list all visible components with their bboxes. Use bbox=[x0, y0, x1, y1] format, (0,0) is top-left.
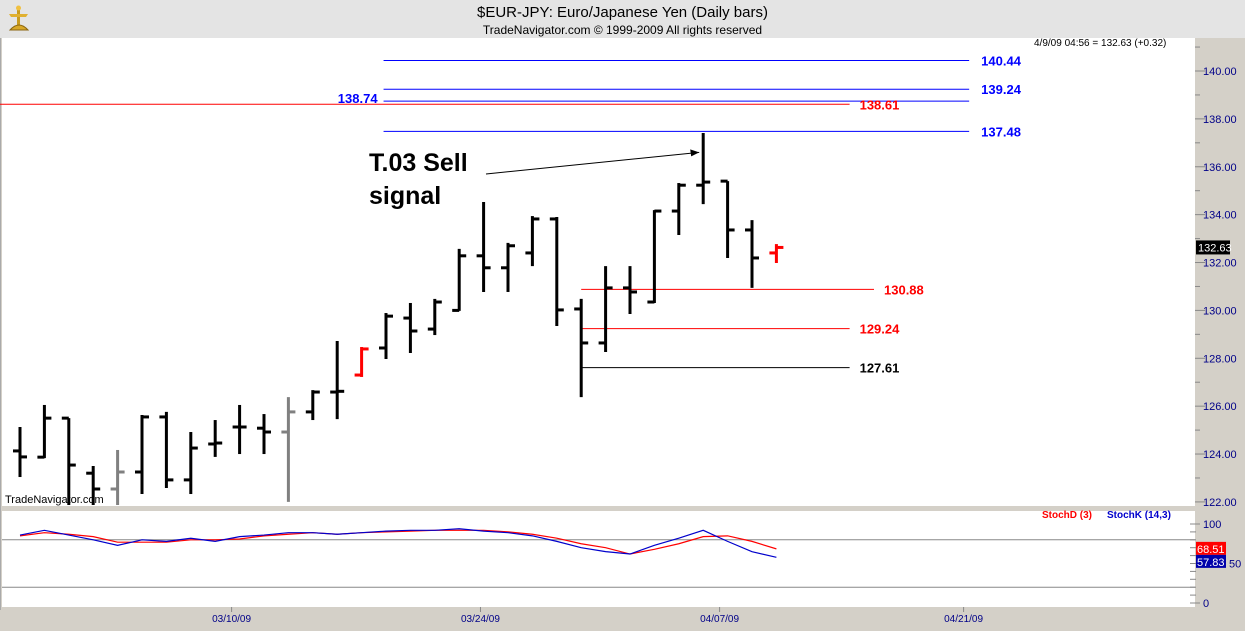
price-panel bbox=[2, 38, 1195, 506]
ohlc-bar bbox=[476, 201, 491, 292]
chart-title: $EUR-JPY: Euro/Japanese Yen (Daily bars) bbox=[477, 4, 768, 21]
ohlc-bar bbox=[281, 397, 296, 502]
level-label: 129.24 bbox=[860, 322, 901, 337]
y-tick-label: 130.00 bbox=[1203, 305, 1237, 317]
ohlc-bar bbox=[745, 220, 759, 288]
level-label: 138.61 bbox=[860, 97, 900, 112]
level-label: 139.24 bbox=[981, 82, 1022, 97]
ohlc-bar bbox=[257, 414, 271, 455]
x-tick-label: 03/10/09 bbox=[212, 614, 251, 625]
legend-stochk: StochK (14,3) bbox=[1107, 510, 1171, 521]
stoch-tick-label: 100 bbox=[1203, 519, 1221, 531]
ohlc-bar bbox=[305, 390, 320, 421]
stoch-value-box bbox=[1196, 554, 1226, 568]
x-tick-label: 03/24/09 bbox=[461, 614, 500, 625]
stoch-tick-label: 0 bbox=[1203, 598, 1209, 610]
ohlc-bar bbox=[37, 404, 52, 459]
ohlc-bar bbox=[86, 466, 101, 505]
y-tick-label: 122.00 bbox=[1203, 497, 1237, 509]
y-tick-label: 126.00 bbox=[1203, 401, 1237, 413]
x-tick-label: 04/07/09 bbox=[700, 614, 739, 625]
ohlc-bar bbox=[696, 133, 711, 205]
stoch-value-label: 57.83 bbox=[1197, 557, 1225, 569]
level-label: 127.61 bbox=[860, 361, 900, 376]
ohlc-bar bbox=[159, 411, 174, 489]
ohlc-bar bbox=[769, 244, 784, 263]
level-label: 140.44 bbox=[981, 53, 1022, 68]
chart-header: $EUR-JPY: Euro/Japanese Yen (Daily bars)… bbox=[0, 0, 1245, 38]
last-price-label: 132.63 bbox=[1198, 242, 1232, 254]
ohlc-bar bbox=[623, 266, 637, 314]
annotation-text-line2: signal bbox=[369, 182, 441, 210]
ohlc-bar bbox=[379, 313, 393, 359]
ohlc-bar bbox=[671, 183, 686, 235]
ohlc-bar bbox=[525, 216, 540, 267]
ohlc-bar bbox=[330, 341, 345, 420]
y-tick-label: 134.00 bbox=[1203, 210, 1237, 222]
level-label: 138.74 bbox=[338, 91, 379, 106]
arrow-head-icon bbox=[690, 149, 700, 157]
ohlc-bar bbox=[232, 404, 247, 455]
y-tick-label: 132.00 bbox=[1203, 258, 1237, 270]
y-tick-label: 138.00 bbox=[1203, 114, 1237, 126]
ohlc-bar bbox=[354, 347, 369, 377]
ohlc-bar bbox=[183, 432, 198, 495]
y-tick-label: 128.00 bbox=[1203, 353, 1237, 365]
stoch-line-k bbox=[19, 528, 777, 558]
ohlc-bar bbox=[574, 298, 589, 398]
ohlc-bar bbox=[427, 298, 442, 336]
ohlc-bar bbox=[403, 302, 418, 354]
ohlc-bar bbox=[549, 217, 564, 326]
chart-subtitle: TradeNavigator.com © 1999-2009 All right… bbox=[482, 23, 763, 37]
x-tick-label: 04/21/09 bbox=[944, 614, 983, 625]
ohlc-bar bbox=[13, 426, 27, 478]
last-price-box bbox=[1196, 240, 1230, 255]
stochastic-panel bbox=[2, 511, 1195, 607]
ohlc-bar bbox=[501, 242, 515, 292]
y-tick-label: 136.00 bbox=[1203, 162, 1237, 174]
annotation-arrow-line bbox=[485, 151, 700, 175]
ohlc-bar bbox=[598, 266, 613, 353]
stoch-value-label: 68.51 bbox=[1197, 544, 1225, 556]
price-readout: 4/9/09 04:56 = 132.63 (+0.32) bbox=[1034, 38, 1167, 49]
ohlc-bar bbox=[110, 449, 125, 505]
ohlc-bar bbox=[135, 415, 149, 495]
annotation-text-line1: T.03 Sell bbox=[369, 149, 468, 177]
level-label: 137.48 bbox=[981, 124, 1021, 139]
stoch-line-d bbox=[19, 529, 777, 555]
level-label: 130.88 bbox=[884, 282, 924, 297]
ohlc-bar bbox=[452, 248, 467, 312]
ohlc-bar bbox=[61, 416, 76, 505]
ohlc-bar bbox=[720, 179, 735, 258]
trade-navigator-logo-icon bbox=[8, 5, 30, 31]
stoch-value-box bbox=[1196, 541, 1226, 555]
legend-stochd: StochD (3) bbox=[1042, 510, 1092, 521]
watermark-text: TradeNavigator.com bbox=[5, 494, 104, 506]
ohlc-bar bbox=[208, 420, 223, 457]
y-tick-label: 124.00 bbox=[1203, 449, 1237, 461]
y-tick-label: 140.00 bbox=[1203, 66, 1237, 78]
ohlc-bar bbox=[647, 209, 662, 304]
stoch-tick-label: 50 bbox=[1229, 559, 1241, 571]
